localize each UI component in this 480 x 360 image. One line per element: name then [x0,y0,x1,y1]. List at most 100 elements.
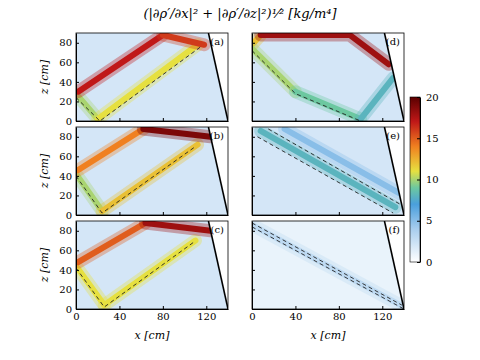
y-axis: 020406080 [59,34,79,127]
slope-region [208,33,228,121]
x-tick-mark [119,306,120,309]
y-axis-line [252,222,253,310]
beam [78,223,145,262]
colorbar-tick-label: 0 [426,257,432,268]
x-axis-line [77,215,229,216]
y-tick: 20 [59,284,79,295]
x-tick-label: 80 [157,311,170,322]
y-tick [252,215,255,216]
slope-region [384,127,404,215]
x-tick-mark [382,118,383,121]
y-tick [252,195,255,196]
y-tick-mark [76,309,79,310]
y-tick-label: 60 [59,151,72,162]
colorbar-tick-label: 10 [426,174,439,185]
y-tick [252,62,255,63]
y-tick [252,121,255,122]
panel-label: (c) [211,224,225,235]
y-tick [252,250,255,251]
y-axis-title: z [cm] [38,59,51,95]
x-tick [339,212,340,215]
x-tick [163,118,164,121]
y-tick-label: 0 [66,304,72,315]
beam [295,92,360,119]
slope-region [208,221,228,309]
panel: 04080120020406080x [cm]z [cm](c) [38,221,229,342]
x-tick: 120 [373,306,392,322]
x-tick-mark [163,212,164,215]
x-tick-mark [339,306,340,309]
y-tick: 40 [59,77,79,88]
x-tick-label: 120 [197,311,216,322]
beam [143,129,210,137]
x-tick [295,118,296,121]
beam-halo [76,174,102,211]
frame [76,221,228,309]
panel-label: (f) [388,224,400,235]
y-tick [252,309,255,310]
y-tick [252,137,255,138]
y-tick [252,176,255,177]
background-field [252,221,404,309]
panel: (e) [252,127,405,216]
beam [361,78,394,119]
beam-halo [295,92,360,119]
beam-halo [78,35,163,92]
x-tick: 80 [333,306,346,322]
x-tick-mark [382,212,383,215]
y-axis: 020406080 [59,222,79,315]
colorbar-tick-mark [417,97,420,98]
figure: (|∂ρ′/∂x|² + |∂ρ′/∂z|²)¹⁄² [kg/m⁴]020406… [0,0,480,360]
y-tick [252,270,255,271]
y-axis-line [76,128,77,216]
beam-halo [261,131,396,207]
ray [252,223,402,305]
panel-label: (e) [386,130,400,141]
x-tick-mark [206,118,207,121]
y-tick [252,82,255,83]
colorbar-tick-label: 20 [426,92,439,103]
colorbar-tick-label: 15 [426,133,439,144]
y-tick-mark [252,176,255,177]
background-field [252,33,404,121]
y-tick-label: 80 [59,131,72,142]
beam-halo [78,223,145,262]
y-tick-mark [76,270,79,271]
x-tick [382,118,383,121]
y-axis-line [76,222,77,310]
slope-region [208,127,228,215]
y-tick-mark [76,121,79,122]
frame [252,33,404,121]
beam [252,225,404,307]
x-tick-mark [339,212,340,215]
y-tick-label: 60 [59,57,72,68]
y-tick-label: 20 [59,96,72,107]
y-tick-mark [252,250,255,251]
y-tick-label: 40 [59,171,72,182]
y-tick-label: 80 [59,37,72,48]
x-axis-title: x [cm] [135,329,171,342]
x-tick-mark [295,118,296,121]
y-axis-line [252,34,253,122]
y-tick-mark [76,215,79,216]
panel: 04080120x [cm](f) [249,221,404,342]
x-axis-line [77,121,229,122]
y-tick: 60 [59,245,79,256]
y-tick-mark [76,137,79,138]
background-field [252,127,404,215]
y-tick: 80 [59,225,79,236]
slope-line [384,33,404,121]
y-tick-mark [252,215,255,216]
ray [252,227,404,309]
background-field [76,221,228,309]
y-tick-mark [252,43,255,44]
background-field [76,127,228,215]
ray [76,47,201,121]
colorbar-axis-line [420,98,421,263]
panel: 020406080z [cm](a) [38,33,229,127]
y-tick-mark [76,250,79,251]
beam-halo [104,241,195,306]
y-tick [252,101,255,102]
beam-halo [102,145,198,211]
y-tick-mark [76,195,79,196]
